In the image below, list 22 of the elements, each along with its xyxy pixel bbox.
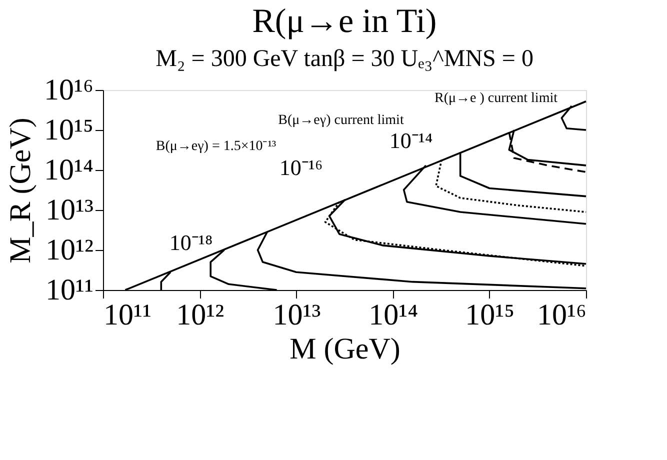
x-tick-label: 10¹² xyxy=(176,298,224,332)
y-tick-label: 10¹¹ xyxy=(46,274,94,306)
x-tick-label: 10¹⁵ xyxy=(465,298,515,332)
y-tick-label: 10¹³ xyxy=(46,194,94,226)
annotation: 10⁻¹⁶ xyxy=(279,155,323,180)
annotation: 10⁻¹⁸ xyxy=(169,230,213,255)
chart-title: R(μ→e in Ti) xyxy=(252,3,437,40)
annotation: R(μ→e ) current limit xyxy=(434,91,558,106)
x-axis-title: M (GeV) xyxy=(290,332,400,366)
y-axis-title: M_R (GeV) xyxy=(4,118,38,264)
annotation: B(μ→eγ) = 1.5×10⁻¹³ xyxy=(156,139,276,154)
annotation: 10⁻¹⁴ xyxy=(389,128,433,153)
x-tick-label: 10¹⁴ xyxy=(368,298,418,332)
x-tick-label: 10¹⁶ xyxy=(537,298,586,332)
x-tick-label: 10¹¹ xyxy=(104,298,152,332)
x-tick-label: 10¹³ xyxy=(272,298,321,332)
y-tick-label: 10¹⁴ xyxy=(44,154,94,186)
annotation: B(μ→eγ) current limit xyxy=(278,113,404,128)
y-tick-label: 10¹⁶ xyxy=(44,74,94,106)
chart-subtitle: M₂ = 300 GeV tanβ = 30 Uₑ₃^MNS = 0 xyxy=(156,46,534,72)
y-tick-label: 10¹⁵ xyxy=(44,114,94,146)
y-tick-label: 10¹² xyxy=(46,234,94,266)
